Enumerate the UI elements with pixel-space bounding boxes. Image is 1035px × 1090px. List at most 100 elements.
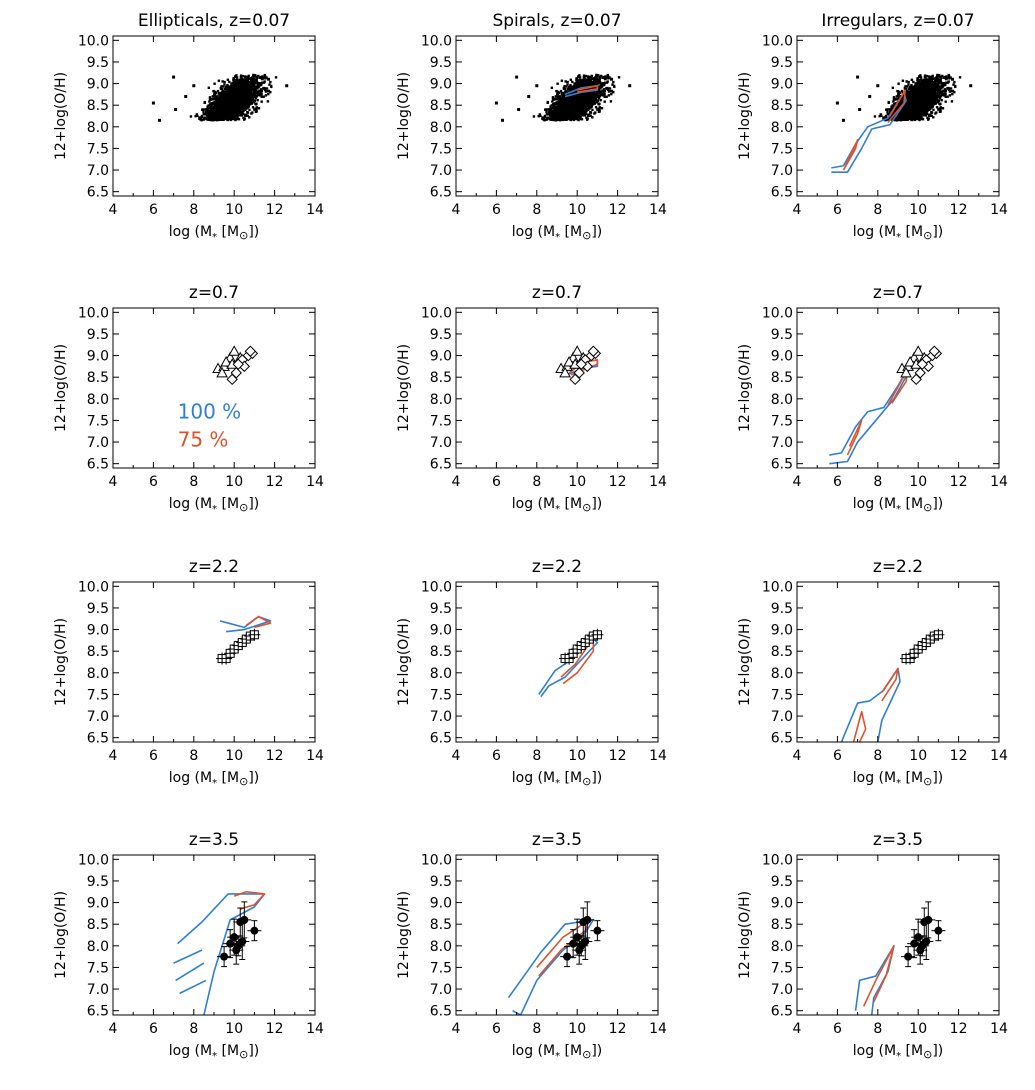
galaxy-point (234, 94, 237, 97)
galaxy-point (601, 82, 604, 85)
galaxy-point (612, 84, 616, 88)
galaxy-point (201, 108, 205, 111)
galaxy-point (247, 91, 250, 95)
galaxy-point (575, 117, 579, 121)
galaxy-point (558, 105, 561, 109)
galaxy-point (585, 118, 589, 121)
galaxy-point (551, 96, 555, 99)
galaxy-point (220, 111, 223, 115)
galaxy-point (244, 107, 248, 110)
galaxy-point (585, 112, 588, 116)
galaxy-point (549, 107, 552, 110)
galaxy-point (254, 96, 258, 100)
galaxy-point (236, 78, 239, 82)
galaxy-point (560, 79, 564, 82)
galaxy-point (590, 93, 594, 96)
galaxy-point (239, 88, 242, 92)
galaxy-point (551, 111, 554, 114)
galaxy-point (236, 81, 240, 84)
galaxy-point (253, 82, 256, 85)
galaxy-point (222, 95, 226, 98)
galaxy-point (269, 80, 272, 84)
galaxy-point (556, 105, 560, 108)
galaxy-point (227, 95, 230, 98)
galaxy-point (241, 108, 244, 111)
galaxy-point (568, 109, 572, 112)
galaxy-point (563, 87, 567, 91)
galaxy-point (568, 86, 571, 89)
galaxy-point (583, 114, 587, 117)
x-tick-label: 10 (225, 202, 243, 218)
galaxy-point (576, 102, 580, 106)
galaxy-point (582, 83, 586, 86)
galaxy-point (219, 106, 222, 109)
galaxy-point (584, 110, 588, 113)
galaxy-point (583, 77, 587, 80)
galaxy-point (245, 95, 248, 98)
galaxy-point (234, 111, 238, 114)
galaxy-point (578, 76, 582, 79)
galaxy-point (263, 73, 266, 77)
galaxy-point (229, 118, 232, 122)
galaxy-point (612, 90, 615, 94)
galaxy-point (916, 78, 919, 82)
galaxy-point (581, 83, 584, 86)
galaxy-point (236, 104, 239, 108)
galaxy-point (574, 85, 577, 88)
outlier-point (198, 116, 202, 120)
galaxy-point (264, 77, 267, 80)
galaxy-point (227, 99, 230, 102)
galaxy-point (225, 86, 228, 89)
galaxy-point (246, 111, 250, 114)
galaxy-point (241, 74, 245, 78)
galaxy-point (226, 78, 230, 81)
galaxy-point (590, 95, 593, 98)
galaxy-point (570, 108, 573, 111)
galaxy-point (598, 75, 601, 79)
galaxy-point (583, 96, 586, 99)
galaxy-point (266, 100, 270, 103)
galaxy-point (261, 77, 264, 80)
galaxy-point (255, 78, 258, 81)
galaxy-point (224, 98, 227, 102)
galaxy-point (576, 111, 579, 114)
galaxy-point (585, 116, 588, 120)
galaxy-point (545, 112, 549, 116)
galaxy-point (248, 108, 251, 112)
galaxy-point (559, 111, 562, 115)
galaxy-point (235, 88, 239, 92)
galaxy-point (589, 102, 592, 106)
galaxy-point (247, 102, 251, 106)
galaxy-point (562, 100, 565, 103)
galaxy-point (228, 85, 231, 89)
galaxy-point (234, 109, 237, 112)
galaxy-point (566, 87, 570, 91)
x-tick-label: 8 (189, 202, 198, 218)
galaxy-point (247, 99, 251, 103)
galaxy-point (572, 104, 576, 107)
galaxy-point (573, 111, 577, 114)
galaxy-point (233, 102, 237, 106)
galaxy-point (569, 78, 573, 81)
galaxy-point (570, 99, 573, 102)
outlier-point (500, 118, 504, 122)
galaxy-point (219, 102, 223, 105)
galaxy-point (233, 78, 236, 82)
galaxy-point (574, 96, 578, 100)
galaxy-point (558, 101, 561, 104)
galaxy-point (594, 106, 598, 109)
galaxy-point (604, 75, 607, 78)
galaxy-point (227, 106, 231, 109)
x-axis-label-sun: ⊙ (239, 229, 248, 242)
galaxy-point (566, 83, 569, 86)
y-axis-label: 12+log(O/H) (53, 72, 69, 160)
galaxy-point (601, 76, 604, 79)
x-tick-label: 4 (452, 202, 461, 218)
x-tick-label: 12 (266, 202, 284, 218)
galaxy-point (229, 88, 232, 91)
galaxy-point (553, 112, 556, 116)
galaxy-point (609, 89, 613, 93)
galaxy-point (242, 78, 246, 81)
galaxy-point (247, 77, 250, 80)
galaxy-point (243, 82, 246, 86)
